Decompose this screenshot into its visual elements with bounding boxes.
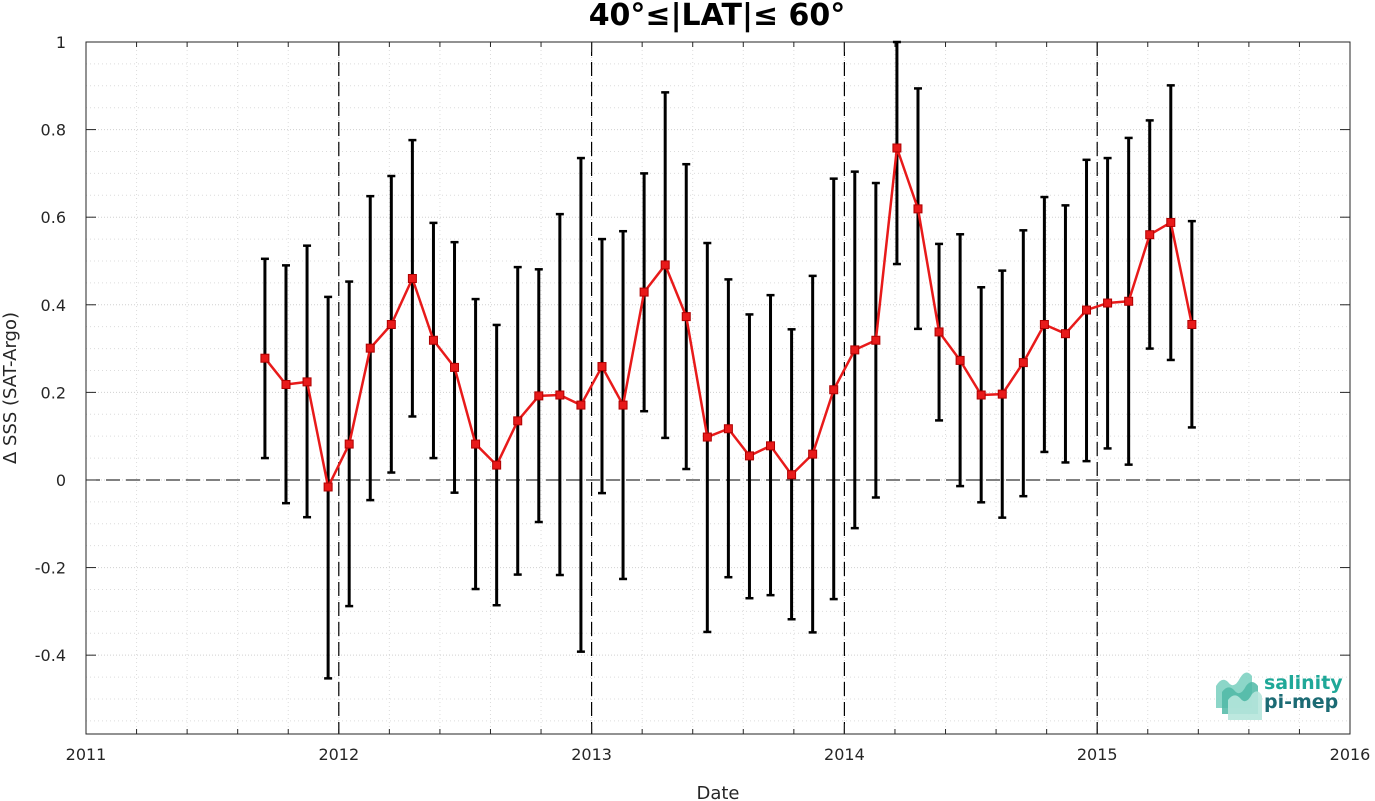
data-point	[428, 335, 438, 345]
data-point	[997, 389, 1007, 399]
data-point	[492, 460, 502, 470]
data-point	[892, 143, 902, 153]
grid	[85, 41, 1351, 734]
x-tick-label: 2013	[571, 745, 612, 764]
data-point	[1103, 298, 1113, 308]
data-point	[1039, 319, 1049, 329]
data-point	[850, 345, 860, 355]
data-point	[744, 451, 754, 461]
reference-lines	[86, 42, 1350, 734]
y-tick-label: -0.4	[35, 646, 66, 665]
data-point	[450, 362, 460, 372]
y-tick-label: 0.4	[41, 296, 66, 315]
data-point	[344, 439, 354, 449]
data-point	[555, 390, 565, 400]
x-tick-labels: 2011 2012 2013 2014 2015 2016	[66, 745, 1371, 764]
data-point	[597, 362, 607, 372]
y-tick-label: 0.6	[41, 208, 66, 227]
error-bars	[260, 40, 1196, 680]
data-point	[386, 319, 396, 329]
data-point	[302, 377, 312, 387]
data-point	[766, 441, 776, 451]
y-tick-label: 1	[56, 33, 66, 52]
y-axis-label: Δ SSS (SAT-Argo)	[0, 312, 21, 464]
chart-title: 40°≤|LAT|≤ 60°	[589, 0, 846, 33]
data-point	[513, 416, 523, 426]
data-point	[660, 260, 670, 270]
y-tick-label: -0.2	[35, 559, 66, 578]
x-axis-label: Date	[696, 783, 739, 801]
axis-ticks	[85, 41, 1351, 734]
data-point	[1018, 358, 1028, 368]
logo: salinity pi-mep	[1216, 672, 1343, 720]
data-point	[1082, 305, 1092, 315]
data-point	[639, 287, 649, 297]
plot-frame	[85, 41, 1351, 735]
x-tick-label: 2011	[66, 745, 107, 764]
y-tick-label: 0.8	[41, 121, 66, 140]
data-point	[787, 470, 797, 480]
data-point	[471, 439, 481, 449]
data-point	[407, 274, 417, 284]
data-point	[1166, 217, 1176, 227]
data-point	[1187, 319, 1197, 329]
data-point	[702, 432, 712, 442]
data-point	[871, 335, 881, 345]
data-point	[323, 482, 333, 492]
wave-logo-icon	[1216, 672, 1262, 720]
x-tick-label: 2015	[1077, 745, 1118, 764]
data-point	[808, 449, 818, 459]
data-point	[534, 391, 544, 401]
data-point	[955, 355, 965, 365]
y-tick-label: 0	[56, 471, 66, 490]
series-markers	[260, 143, 1197, 492]
data-point	[576, 400, 586, 410]
data-point	[365, 343, 375, 353]
data-point	[1124, 296, 1134, 306]
data-point	[1060, 329, 1070, 339]
x-tick-label: 2014	[824, 745, 865, 764]
data-point	[618, 400, 628, 410]
data-point	[1145, 230, 1155, 240]
logo-text-pimep: pi-mep	[1264, 691, 1338, 713]
y-tick-label: 0.2	[41, 383, 66, 402]
data-point	[260, 353, 270, 363]
data-point	[829, 385, 839, 395]
logo-text-salinity: salinity	[1264, 672, 1343, 694]
data-point	[281, 379, 291, 389]
data-point	[913, 204, 923, 214]
data-point	[976, 390, 986, 400]
x-tick-label: 2012	[318, 745, 359, 764]
y-tick-labels: 1 0.8 0.6 0.4 0.2 0 -0.2 -0.4	[35, 33, 66, 665]
data-point	[723, 424, 733, 434]
data-point	[934, 327, 944, 337]
data-point	[681, 312, 691, 322]
x-tick-label: 2016	[1330, 745, 1371, 764]
